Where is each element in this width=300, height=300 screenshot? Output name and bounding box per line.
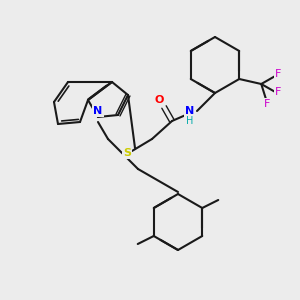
Text: N: N	[185, 106, 195, 116]
Text: H: H	[186, 116, 194, 126]
Text: S: S	[123, 148, 131, 158]
Text: F: F	[275, 87, 281, 97]
Text: O: O	[154, 95, 164, 105]
Text: F: F	[275, 69, 281, 79]
Text: F: F	[264, 99, 270, 109]
Text: N: N	[93, 106, 103, 116]
